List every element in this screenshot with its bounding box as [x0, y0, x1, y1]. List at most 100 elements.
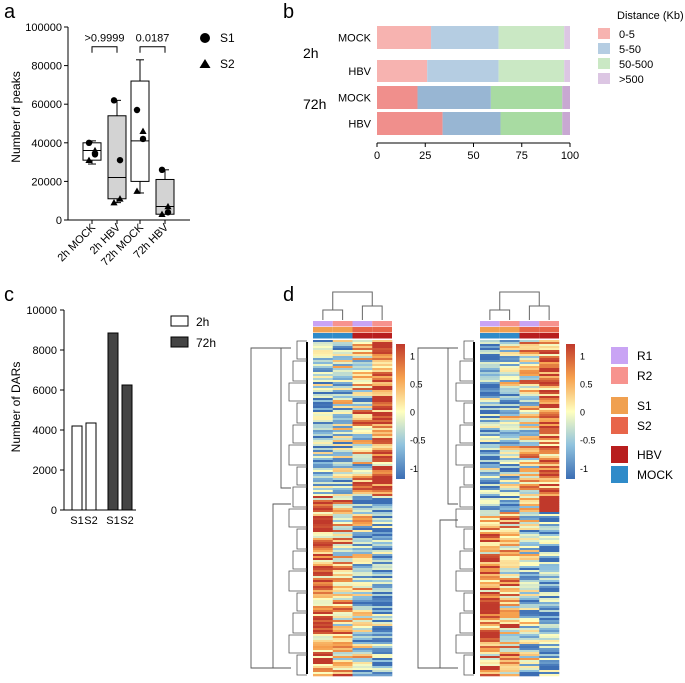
d-heatmap-cell: [352, 350, 373, 353]
d-heatmap-cell: [499, 522, 520, 525]
d-heatmap-cell: [313, 600, 334, 603]
d-heatmap-cell: [539, 472, 560, 475]
c-legend-label: 2h: [196, 315, 209, 329]
d-heatmap-cell: [480, 368, 501, 371]
d-dendrogram-left: [292, 550, 307, 570]
d-heatmap-cell: [519, 374, 540, 377]
d-heatmap-cell: [352, 396, 373, 399]
d-heatmap-cell: [313, 626, 334, 629]
d-heatmap-cell: [519, 348, 540, 351]
d-heatmap-cell: [313, 508, 334, 511]
d-heatmap-cell: [499, 484, 520, 487]
d-heatmap-cell: [352, 568, 373, 571]
d-heatmap-cell: [519, 514, 540, 517]
d-heatmap-cell: [539, 446, 560, 449]
c-bar-2h: [85, 422, 97, 511]
d-heatmap-cell: [539, 640, 560, 643]
d-heatmap-cell: [372, 598, 393, 601]
d-heatmap-cell: [519, 490, 540, 493]
d-heatmap-cell: [332, 606, 353, 609]
d-heatmap-cell: [372, 502, 393, 505]
d-heatmap-cell: [372, 568, 393, 571]
d-heatmap-cell: [313, 590, 334, 593]
d-heatmap-cell: [313, 548, 334, 551]
d-heatmap-cell: [480, 382, 501, 385]
d-heatmap-cell: [332, 402, 353, 405]
d-heatmap-cell: [352, 660, 373, 663]
d-heatmap-cell: [539, 534, 560, 537]
d-heatmap-cell: [519, 608, 540, 611]
d-colorbar-tick: 0: [580, 408, 585, 418]
d-heatmap-cell: [539, 342, 560, 345]
d-heatmap-cell: [499, 436, 520, 439]
d-heatmap-cell: [539, 374, 560, 377]
d-heatmap-cell: [539, 440, 560, 443]
d-heatmap-cell: [372, 496, 393, 499]
d-heatmap-cell: [352, 670, 373, 673]
c-bar-2h: [71, 425, 83, 511]
d-heatmap-cell: [352, 620, 373, 623]
d-heatmap-cell: [499, 390, 520, 393]
d-heatmap-cell: [499, 564, 520, 567]
d-heatmap-cell: [539, 654, 560, 657]
d-heatmap-cell: [480, 430, 501, 433]
panel-letter-b: b: [283, 1, 294, 23]
d-heatmap-cell: [313, 456, 334, 459]
d-heatmap-cell: [332, 592, 353, 595]
d-dendrogram-left: [292, 424, 307, 444]
d-heatmap-cell: [539, 616, 560, 619]
d-heatmap-cell: [539, 480, 560, 483]
d-heatmap-cell: [372, 528, 393, 531]
d-heatmap-cell: [519, 476, 540, 479]
d-heatmap-cell: [519, 548, 540, 551]
d-heatmap-cell: [539, 574, 560, 577]
d-heatmap-cell: [480, 498, 501, 501]
d-heatmap-cell: [313, 578, 334, 581]
d-heatmap-cell: [539, 412, 560, 415]
d-heatmap-cell: [372, 402, 393, 405]
d-heatmap-cell: [332, 398, 353, 401]
a-point-s1: [139, 135, 147, 143]
d-heatmap-cell: [519, 420, 540, 423]
d-heatmap-cell: [372, 506, 393, 509]
d-heatmap-cell: [539, 670, 560, 673]
d-heatmap-cell: [372, 458, 393, 461]
d-heatmap-cell: [480, 454, 501, 457]
b-legend-title: Distance (Kb): [617, 10, 684, 22]
d-heatmap-cell: [332, 364, 353, 367]
d-heatmap-cell: [372, 538, 393, 541]
d-heatmap-cell: [313, 550, 334, 553]
d-heatmap-cell: [519, 598, 540, 601]
d-heatmap-cell: [480, 660, 501, 663]
d-heatmap-cell: [332, 570, 353, 573]
d-heatmap-cell: [352, 506, 373, 509]
d-heatmap-cell: [499, 582, 520, 585]
d-heatmap-cell: [519, 628, 540, 631]
d-heatmap-cell: [499, 586, 520, 589]
d-heatmap-cell: [352, 446, 373, 449]
d-heatmap-cell: [539, 410, 560, 413]
d-heatmap-cell: [332, 528, 353, 531]
d-heatmap-cell: [480, 364, 501, 367]
d-heatmap-cell: [352, 500, 373, 503]
d-heatmap-cell: [539, 406, 560, 409]
d-heatmap-cell: [539, 512, 560, 515]
d-heatmap-cell: [372, 378, 393, 381]
d-heatmap-cell: [480, 616, 501, 619]
d-heatmap-cell: [352, 512, 373, 515]
d-heatmap-cell: [352, 624, 373, 627]
d-heatmap-cell: [372, 350, 393, 353]
d-heatmap-cell: [332, 514, 353, 517]
d-heatmap-cell: [313, 662, 334, 665]
d-heatmap-cell: [352, 496, 373, 499]
d-heatmap-cell: [480, 342, 501, 345]
d-heatmap-cell: [352, 560, 373, 563]
d-heatmap-cell: [352, 502, 373, 505]
d-heatmap-cell: [352, 652, 373, 655]
d-heatmap-cell: [313, 532, 334, 535]
d-heatmap-cell: [499, 664, 520, 667]
d-annotation-cell: [313, 321, 333, 327]
d-heatmap-cell: [480, 444, 501, 447]
d-heatmap-cell: [332, 458, 353, 461]
d-heatmap-cell: [480, 590, 501, 593]
